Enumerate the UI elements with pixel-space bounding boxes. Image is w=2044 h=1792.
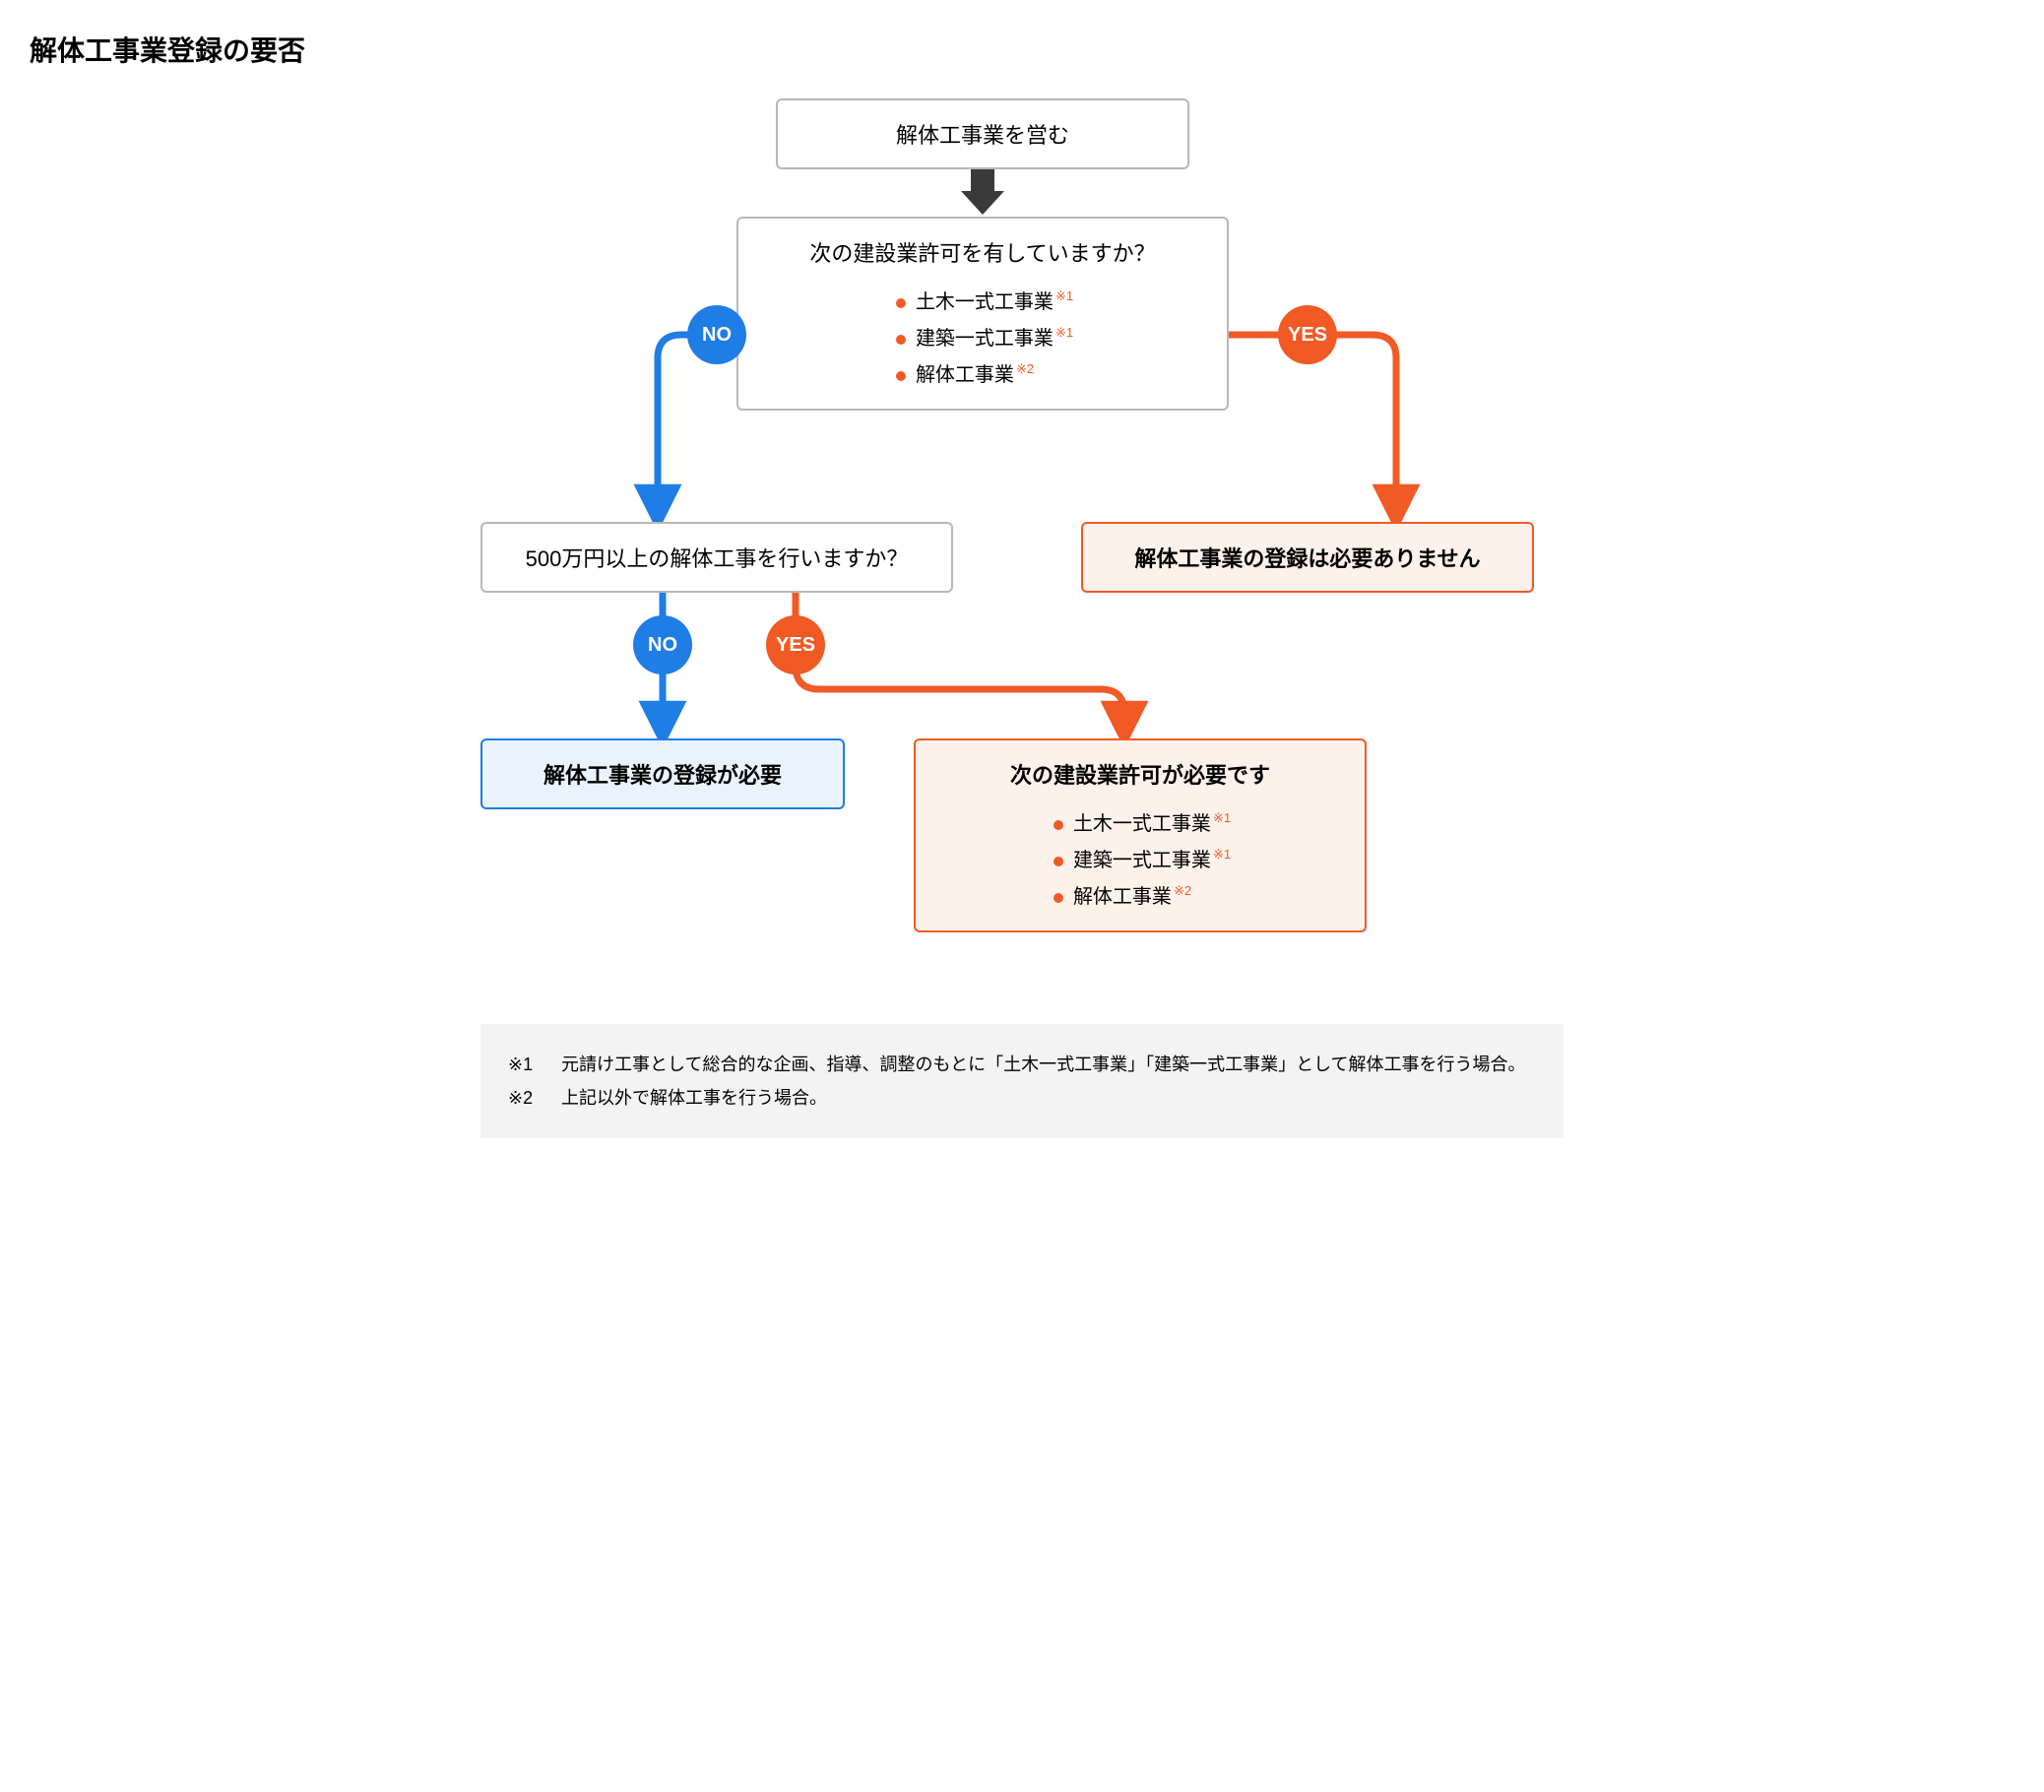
node-result-noreg-label: 解体工事業の登録は必要ありません <box>1107 542 1508 573</box>
footnotes: ※1元請け工事として総合的な企画、指導、調整のもとに「土木一式工事業」「建築一式… <box>480 1024 1564 1138</box>
node-result-permit-list: 土木一式工事業※1 建築一式工事業※1 解体工事業※2 <box>1050 803 1231 913</box>
list-item: 解体工事業※2 <box>892 354 1073 391</box>
node-q1-label: 次の建設業許可を有していますか？ <box>762 236 1203 268</box>
node-q1: 次の建設業許可を有していますか？ 土木一式工事業※1 建築一式工事業※1 解体工… <box>736 217 1229 411</box>
list-item: 建築一式工事業※1 <box>1050 840 1231 876</box>
list-item: 土木一式工事業※1 <box>1050 803 1231 840</box>
arrow-start-q1 <box>961 163 1004 215</box>
node-q1-list: 土木一式工事業※1 建築一式工事業※1 解体工事業※2 <box>892 282 1073 391</box>
node-result-permit: 次の建設業許可が必要です 土木一式工事業※1 建築一式工事業※1 解体工事業※2 <box>914 738 1367 932</box>
list-item: 土木一式工事業※1 <box>892 282 1073 318</box>
arrow-q2-yes <box>796 591 1124 735</box>
node-start: 解体工事業を営む <box>776 98 1189 169</box>
node-q2-label: 500万円以上の解体工事を行いますか？ <box>506 542 927 573</box>
node-q2: 500万円以上の解体工事を行いますか？ <box>480 522 953 593</box>
badge-q1-yes: YES <box>1278 305 1337 364</box>
badge-q1-no: NO <box>687 305 746 364</box>
node-start-label: 解体工事業を営む <box>801 118 1164 150</box>
flowchart: 解体工事業を営む 次の建設業許可を有していますか？ 土木一式工事業※1 建築一式… <box>480 98 1564 1004</box>
node-result-noreg: 解体工事業の登録は必要ありません <box>1081 522 1534 593</box>
page-title: 解体工事業登録の要否 <box>30 30 2014 69</box>
badge-q2-yes: YES <box>766 615 825 674</box>
node-result-reg-label: 解体工事業の登録が必要 <box>506 758 819 790</box>
node-result-permit-label: 次の建設業許可が必要です <box>939 758 1341 790</box>
footnote: ※1元請け工事として総合的な企画、指導、調整のもとに「土木一式工事業」「建築一式… <box>508 1048 1536 1081</box>
list-item: 建築一式工事業※1 <box>892 318 1073 354</box>
list-item: 解体工事業※2 <box>1050 876 1231 913</box>
node-result-reg: 解体工事業の登録が必要 <box>480 738 845 809</box>
footnote: ※2上記以外で解体工事を行う場合。 <box>508 1081 1536 1115</box>
badge-q2-no: NO <box>633 615 692 674</box>
